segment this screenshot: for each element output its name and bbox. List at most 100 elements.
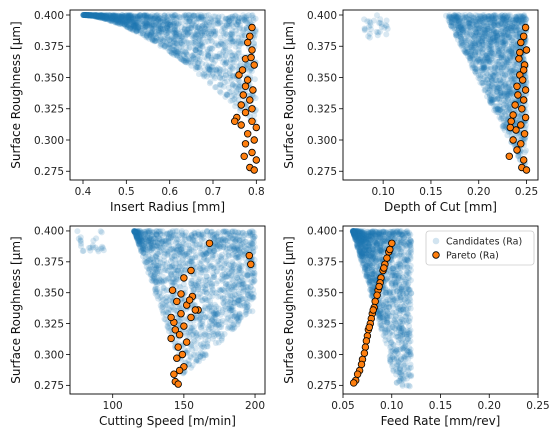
candidate-point xyxy=(509,53,516,60)
candidate-point xyxy=(86,12,93,19)
candidate-point xyxy=(518,13,525,20)
candidate-point xyxy=(215,321,222,328)
candidate-point xyxy=(198,16,205,23)
candidate-point xyxy=(222,68,229,75)
candidate-point xyxy=(126,12,133,19)
candidate-point xyxy=(488,75,495,82)
candidate-point xyxy=(501,82,507,89)
candidate-point xyxy=(478,17,485,24)
candidate-point xyxy=(234,63,241,70)
candidate-point xyxy=(228,19,235,26)
candidate-point xyxy=(481,65,488,72)
candidate-point xyxy=(155,16,162,23)
candidate-point xyxy=(475,57,482,64)
candidate-point xyxy=(221,331,228,337)
candidate-point xyxy=(467,57,473,64)
candidate-point xyxy=(491,90,498,97)
candidate-point xyxy=(170,19,177,26)
pareto-point xyxy=(243,38,252,47)
candidate-point xyxy=(180,57,187,64)
candidate-point xyxy=(128,21,135,28)
candidate-point xyxy=(232,43,239,50)
candidate-point xyxy=(499,32,505,38)
candidate-point xyxy=(226,89,233,96)
candidate-point xyxy=(208,64,215,71)
candidate-point xyxy=(225,20,232,27)
candidate-point xyxy=(124,24,131,31)
candidate-point xyxy=(173,50,180,57)
candidate-point xyxy=(195,37,202,44)
candidate-point xyxy=(103,16,110,22)
candidate-point xyxy=(125,17,132,24)
candidate-point xyxy=(503,50,509,57)
candidate-point xyxy=(462,50,469,56)
candidate-point xyxy=(120,18,126,25)
candidate-point xyxy=(506,70,513,76)
candidate-point xyxy=(479,64,486,71)
candidate-point xyxy=(238,34,245,41)
candidate-point xyxy=(181,28,188,35)
candidate-point xyxy=(240,27,247,34)
candidate-point xyxy=(214,18,221,25)
candidate-point xyxy=(505,59,512,66)
candidate-point xyxy=(472,17,479,24)
candidate-point xyxy=(461,35,468,42)
candidate-point xyxy=(222,283,229,290)
candidate-point xyxy=(501,15,508,22)
candidate-point xyxy=(500,15,507,22)
candidate-point xyxy=(509,34,516,41)
candidate-point xyxy=(99,12,106,19)
candidate-point xyxy=(471,50,478,57)
candidate-point xyxy=(481,31,488,38)
candidate-point xyxy=(488,83,495,90)
candidate-point xyxy=(130,27,137,34)
candidate-point xyxy=(83,12,90,18)
candidate-point xyxy=(488,65,495,72)
candidate-point xyxy=(462,14,469,21)
candidate-point xyxy=(499,51,506,58)
candidate-point xyxy=(499,32,505,39)
candidate-point xyxy=(116,12,122,19)
pareto-point xyxy=(520,66,528,74)
candidate-point xyxy=(152,31,159,38)
candidate-point xyxy=(202,39,209,45)
candidate-point xyxy=(195,15,202,21)
candidate-point xyxy=(159,26,166,33)
candidate-point xyxy=(509,67,516,74)
candidate-point xyxy=(481,35,488,42)
candidate-point xyxy=(497,26,504,33)
candidate-point xyxy=(373,28,380,35)
candidate-point xyxy=(503,17,510,24)
candidate-point xyxy=(156,18,163,25)
candidate-point xyxy=(91,13,98,20)
candidate-point xyxy=(505,84,512,91)
candidate-point xyxy=(498,21,505,28)
candidate-point xyxy=(458,41,465,48)
pareto-point xyxy=(245,251,253,260)
pareto-point xyxy=(522,166,531,174)
candidate-point xyxy=(489,17,496,24)
candidate-point xyxy=(509,22,516,29)
pareto-point xyxy=(513,82,521,90)
candidate-point xyxy=(206,45,213,52)
candidate-point xyxy=(113,17,120,24)
candidate-point xyxy=(155,32,162,39)
candidate-point xyxy=(496,22,503,29)
candidate-point xyxy=(148,29,155,35)
candidate-point xyxy=(488,97,495,103)
candidate-point xyxy=(160,26,167,33)
candidate-point xyxy=(225,273,232,279)
candidate-point xyxy=(457,40,463,47)
candidate-point xyxy=(229,326,236,333)
candidate-point xyxy=(151,17,158,24)
candidate-point xyxy=(84,12,91,19)
candidate-point xyxy=(236,49,243,56)
candidate-point xyxy=(94,12,101,19)
candidate-point xyxy=(88,12,94,19)
candidate-point xyxy=(486,19,493,26)
candidate-point xyxy=(101,12,108,19)
candidate-point xyxy=(162,43,169,49)
candidate-point xyxy=(503,25,509,31)
candidate-point xyxy=(508,46,515,53)
candidate-point xyxy=(134,15,141,22)
